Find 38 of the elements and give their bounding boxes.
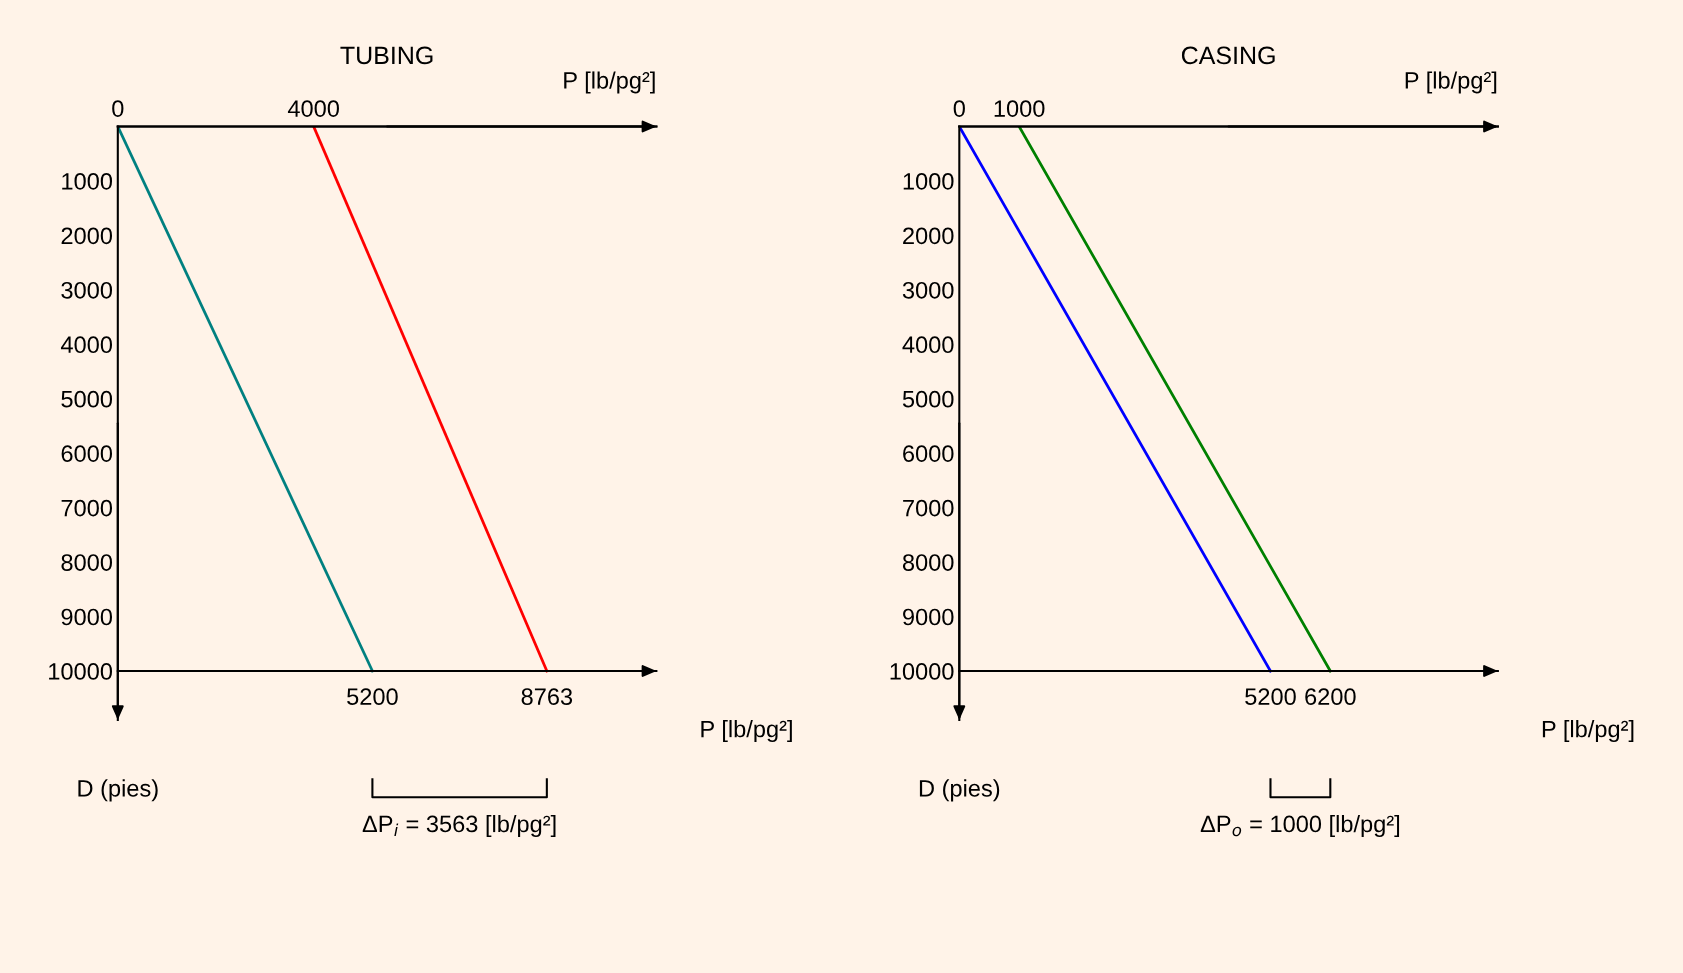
y-tick-label: 2000: [61, 227, 113, 245]
x2-tick-label: 0: [953, 100, 965, 117]
y-tick-label: 9000: [903, 608, 954, 626]
y-tick-label: 6000: [903, 445, 954, 462]
x2-tick-label: 0: [112, 100, 124, 117]
x-axis-title: P [lb/pg²]: [1542, 720, 1634, 743]
y-tick-label: 10000: [890, 663, 954, 680]
y-tick-label: 10000: [49, 663, 113, 680]
y-tick-label: 5000: [902, 390, 954, 408]
y-tick-label: 5000: [61, 390, 113, 408]
chart-title: TUBING: [340, 46, 433, 65]
y-tick-label: 8000: [61, 554, 113, 571]
y-tick-label: 7000: [61, 499, 113, 517]
x-axis-title: P [lb/pg²]: [701, 720, 792, 743]
y-tick-label: 6000: [61, 445, 113, 462]
y-tick-label: 2000: [903, 227, 954, 245]
y-tick-label: 1000: [62, 173, 113, 190]
y-axis-title: D (pies): [919, 779, 1000, 802]
y-tick-label: 9000: [61, 608, 113, 626]
chart-title: CASING: [1181, 46, 1275, 65]
y-tick-label: 3000: [902, 281, 954, 299]
x-tick-label: 8763: [521, 688, 573, 706]
x2-tick-label: 4000: [287, 100, 339, 117]
x-tick-label: 5200: [1245, 688, 1296, 706]
x-tick-label: 6200: [1305, 688, 1356, 706]
y-tick-label: 8000: [902, 554, 954, 571]
text: ΔP$_{o}$ = 1000 [lb/pg²]: [1200, 814, 1400, 837]
y-tick-label: 1000: [903, 173, 954, 190]
x2-axis-title: P [lb/pg²]: [564, 71, 655, 94]
text: ΔP$_{i}$ = 3563 [lb/pg²]: [362, 814, 556, 837]
x2-axis-title: P [lb/pg²]: [1405, 71, 1497, 94]
x-tick-label: 5200: [347, 688, 398, 706]
y-tick-label: 4000: [902, 336, 954, 354]
y-tick-label: 3000: [61, 281, 113, 299]
y-tick-label: 7000: [903, 499, 954, 517]
y-tick-label: 4000: [60, 336, 113, 354]
y-axis-title: D (pies): [78, 779, 158, 802]
x2-tick-label: 1000: [994, 100, 1045, 117]
